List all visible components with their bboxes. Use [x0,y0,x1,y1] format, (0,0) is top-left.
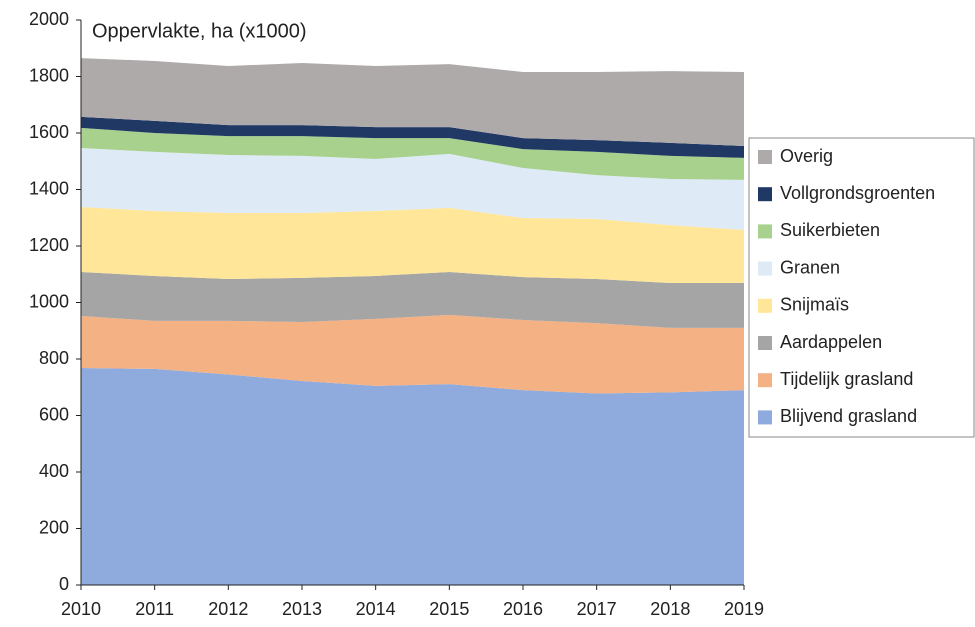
area [81,314,744,394]
legend-swatch [758,187,772,202]
legend-label: Granen [780,257,840,277]
legend: Overig Vollgrondsgroenten Suikerbieten Gran… [748,137,975,438]
legend-label: Overig [780,146,833,166]
legend-swatch [758,150,772,164]
y-tick-label: 600 [39,404,69,424]
y-tick-label: 1400 [29,178,69,198]
x-tick-label: 2014 [356,599,396,619]
x-tick-label: 2011 [135,599,174,619]
x-tick-label: 2017 [577,599,617,619]
legend-swatch [758,373,772,388]
x-tick-label: 2018 [650,599,690,619]
x-tick-label: 2019 [724,599,764,619]
area [81,58,744,146]
legend-swatch [758,224,772,239]
area [81,368,744,585]
y-tick-label: 800 [39,348,69,368]
legend-swatch [758,298,772,313]
legend-label: Tijdelijk grasland [780,369,913,389]
x-tick-label: 2012 [208,599,248,619]
area [81,207,744,284]
legend-label: Blijvend grasland [780,406,917,426]
y-tick-label: 1800 [29,65,69,85]
area [81,116,744,158]
x-tick-label: 2010 [61,599,101,619]
area [81,271,744,328]
area [81,147,744,230]
legend-box [748,137,975,438]
legend-label: Vollgrondsgroenten [780,183,935,203]
area [81,127,744,180]
legend-swatch [758,336,772,350]
y-tick-label: 1600 [29,122,69,142]
legend-label: Aardappelen [780,332,882,352]
y-tick-label: 400 [39,461,69,481]
x-tick-label: 2015 [429,599,469,619]
y-tick-label: 1200 [29,235,69,255]
y-tick-label: 0 [59,574,69,594]
legend-swatch [758,410,772,425]
legend-swatch [758,261,772,276]
legend-label: Snijmaïs [780,295,849,315]
y-tick-label: 1000 [29,291,69,311]
x-tick-label: 2013 [282,599,322,619]
x-tick-label: 2016 [503,599,543,619]
y-tick-label: 200 [39,517,69,537]
chart-title: Oppervlakte, ha (x1000) [92,20,307,42]
legend-label: Suikerbieten [780,220,880,240]
y-tick-label: 2000 [29,9,69,29]
